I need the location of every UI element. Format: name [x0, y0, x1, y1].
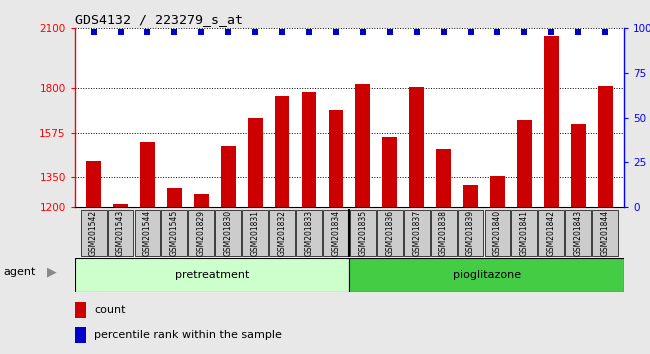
- FancyBboxPatch shape: [75, 258, 350, 292]
- Bar: [140, 142, 155, 207]
- FancyBboxPatch shape: [108, 210, 133, 256]
- FancyBboxPatch shape: [242, 210, 268, 256]
- Text: GSM201838: GSM201838: [439, 210, 448, 256]
- Text: pretreatment: pretreatment: [175, 270, 249, 280]
- Text: GSM201542: GSM201542: [89, 210, 98, 256]
- Bar: [75, 302, 86, 318]
- FancyBboxPatch shape: [404, 210, 430, 256]
- FancyBboxPatch shape: [215, 210, 241, 256]
- FancyBboxPatch shape: [566, 210, 591, 256]
- Text: GSM201836: GSM201836: [385, 210, 395, 256]
- Bar: [328, 110, 343, 207]
- Text: GSM201545: GSM201545: [170, 210, 179, 256]
- Text: GSM201830: GSM201830: [224, 210, 233, 256]
- Text: count: count: [94, 305, 125, 315]
- Bar: [463, 185, 478, 207]
- Text: ▶: ▶: [47, 265, 57, 278]
- Bar: [382, 137, 397, 207]
- Text: GSM201832: GSM201832: [278, 210, 287, 256]
- Text: GSM201837: GSM201837: [412, 210, 421, 256]
- Text: GSM201829: GSM201829: [197, 210, 206, 256]
- Text: GSM201833: GSM201833: [304, 210, 313, 256]
- FancyBboxPatch shape: [323, 210, 349, 256]
- Bar: [75, 327, 86, 343]
- Text: GSM201840: GSM201840: [493, 210, 502, 256]
- Text: GSM201839: GSM201839: [466, 210, 475, 256]
- FancyBboxPatch shape: [81, 210, 107, 256]
- Text: GSM201834: GSM201834: [332, 210, 341, 256]
- FancyBboxPatch shape: [350, 210, 376, 256]
- Bar: [275, 96, 289, 207]
- Text: GSM201844: GSM201844: [601, 210, 610, 256]
- FancyBboxPatch shape: [538, 210, 564, 256]
- Text: agent: agent: [3, 267, 36, 277]
- Bar: [248, 118, 263, 207]
- FancyBboxPatch shape: [350, 258, 624, 292]
- FancyBboxPatch shape: [431, 210, 456, 256]
- Bar: [113, 204, 128, 207]
- FancyBboxPatch shape: [135, 210, 161, 256]
- Bar: [194, 194, 209, 207]
- Bar: [302, 92, 317, 207]
- Text: GSM201841: GSM201841: [520, 210, 529, 256]
- Text: GSM201543: GSM201543: [116, 210, 125, 256]
- Text: GDS4132 / 223279_s_at: GDS4132 / 223279_s_at: [75, 13, 242, 26]
- FancyBboxPatch shape: [484, 210, 510, 256]
- FancyBboxPatch shape: [161, 210, 187, 256]
- Bar: [410, 87, 424, 207]
- Bar: [490, 176, 505, 207]
- FancyBboxPatch shape: [269, 210, 295, 256]
- Text: pioglitazone: pioglitazone: [452, 270, 521, 280]
- Text: GSM201835: GSM201835: [358, 210, 367, 256]
- Text: percentile rank within the sample: percentile rank within the sample: [94, 330, 282, 340]
- Bar: [356, 84, 370, 207]
- Bar: [598, 86, 612, 207]
- Text: GSM201843: GSM201843: [574, 210, 583, 256]
- Text: GSM201842: GSM201842: [547, 210, 556, 256]
- FancyBboxPatch shape: [296, 210, 322, 256]
- Bar: [517, 120, 532, 207]
- Text: GSM201831: GSM201831: [251, 210, 259, 256]
- FancyBboxPatch shape: [458, 210, 484, 256]
- Bar: [221, 145, 235, 207]
- FancyBboxPatch shape: [377, 210, 403, 256]
- FancyBboxPatch shape: [512, 210, 538, 256]
- FancyBboxPatch shape: [592, 210, 618, 256]
- Bar: [571, 124, 586, 207]
- Bar: [544, 36, 559, 207]
- Bar: [436, 149, 451, 207]
- Bar: [167, 188, 182, 207]
- Text: GSM201544: GSM201544: [143, 210, 152, 256]
- FancyBboxPatch shape: [188, 210, 215, 256]
- Bar: [86, 161, 101, 207]
